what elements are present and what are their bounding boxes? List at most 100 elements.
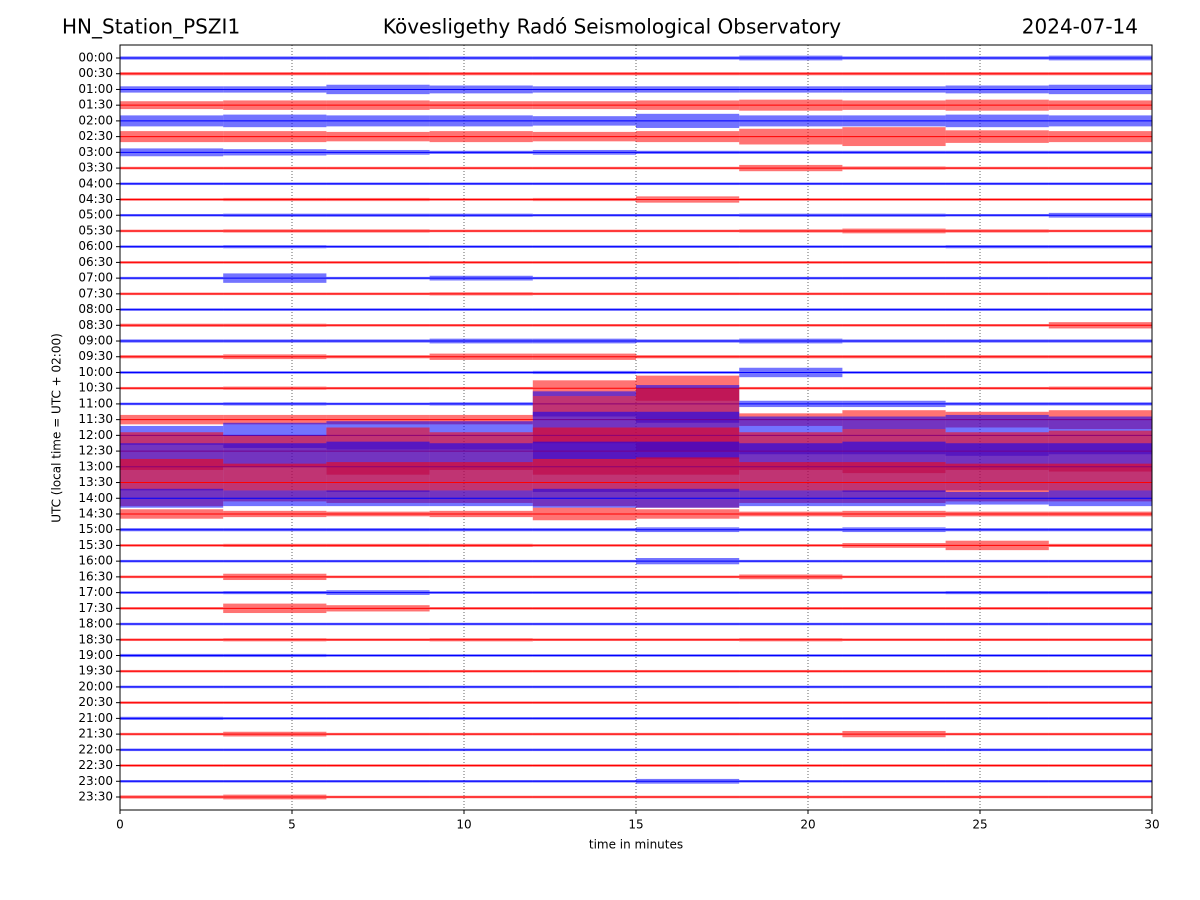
trace-envelope — [739, 795, 843, 799]
trace-envelope — [326, 339, 430, 343]
trace-envelope — [429, 245, 533, 248]
trace-envelope — [1048, 490, 1152, 507]
trace-envelope — [532, 229, 636, 233]
trace-envelope — [945, 491, 1049, 505]
trace-envelope — [120, 591, 224, 594]
trace-envelope — [636, 196, 740, 203]
trace-envelope — [223, 653, 327, 658]
trace-envelope — [326, 84, 430, 95]
trace-envelope — [120, 148, 224, 157]
y-tick-label: 08:30 — [78, 318, 113, 332]
trace-envelope — [429, 402, 533, 406]
trace-envelope — [636, 339, 740, 343]
trace-envelope — [120, 780, 224, 783]
trace-envelope — [842, 701, 946, 704]
trace-envelope — [1048, 780, 1152, 783]
trace-envelope — [636, 591, 740, 594]
trace-envelope — [120, 72, 224, 76]
trace-envelope — [223, 528, 327, 532]
trace-envelope — [326, 72, 430, 76]
trace-envelope — [429, 72, 533, 76]
trace-envelope — [1048, 511, 1152, 517]
trace-envelope — [326, 131, 430, 142]
trace-envelope — [429, 780, 533, 783]
trace-envelope — [429, 308, 533, 311]
trace-envelope — [223, 794, 327, 800]
trace-envelope — [429, 510, 533, 518]
trace-envelope — [223, 166, 327, 170]
trace-envelope — [1048, 559, 1152, 563]
trace-envelope — [429, 150, 533, 154]
trace-envelope — [1048, 131, 1152, 143]
trace-envelope — [223, 764, 327, 767]
y-tick-label: 02:00 — [78, 113, 113, 127]
trace-envelope — [842, 115, 946, 127]
trace-envelope — [739, 213, 843, 217]
trace-envelope — [739, 559, 843, 563]
trace-envelope — [842, 669, 946, 673]
y-tick-label: 18:30 — [78, 632, 113, 646]
trace-envelope — [223, 717, 327, 720]
trace-envelope — [532, 685, 636, 689]
trace-envelope — [945, 245, 1049, 249]
y-tick-label: 15:00 — [78, 522, 113, 536]
y-tick-label: 22:00 — [78, 742, 113, 756]
trace-envelope — [120, 716, 224, 720]
trace-envelope — [429, 591, 533, 594]
trace-envelope — [945, 685, 1049, 689]
trace-envelope — [842, 717, 946, 720]
trace-envelope — [120, 292, 224, 296]
trace-envelope — [120, 488, 224, 508]
trace-envelope — [120, 386, 224, 390]
trace-envelope — [636, 607, 740, 610]
trace-envelope — [739, 324, 843, 327]
y-tick-label: 16:30 — [78, 569, 113, 583]
trace-envelope — [1048, 748, 1152, 752]
trace-envelope — [532, 72, 636, 76]
trace-envelope — [1048, 371, 1152, 374]
y-tick-label: 04:00 — [78, 176, 113, 190]
trace-envelope — [945, 764, 1049, 767]
trace-envelope — [532, 701, 636, 704]
trace-envelope — [842, 198, 946, 201]
trace-envelope — [636, 261, 740, 264]
trace-envelope — [945, 669, 1049, 673]
trace-envelope — [223, 622, 327, 626]
trace-envelope — [1048, 528, 1152, 532]
trace-envelope — [739, 276, 843, 280]
trace-envelope — [223, 72, 327, 76]
trace-envelope — [120, 701, 224, 704]
trace-envelope — [326, 605, 430, 612]
trace-envelope — [636, 213, 740, 217]
trace-envelope — [739, 164, 843, 172]
trace-envelope — [429, 115, 533, 127]
y-tick-label: 17:00 — [78, 585, 113, 599]
trace-envelope — [120, 685, 224, 689]
trace-envelope — [223, 748, 327, 752]
trace-envelope — [636, 717, 740, 720]
trace-envelope — [532, 276, 636, 280]
trace-envelope — [326, 701, 430, 704]
trace-envelope — [120, 182, 224, 186]
trace-envelope — [945, 99, 1049, 111]
trace-envelope — [739, 261, 843, 264]
trace-envelope — [842, 324, 946, 327]
trace-envelope — [636, 544, 740, 547]
trace-envelope — [945, 166, 1049, 170]
trace-envelope — [120, 355, 224, 359]
trace-envelope — [120, 371, 224, 374]
trace-envelope — [1048, 292, 1152, 296]
trace-envelope — [532, 308, 636, 311]
trace-envelope — [945, 130, 1049, 143]
trace-envelope — [532, 764, 636, 767]
trace-envelope — [636, 150, 740, 154]
trace-envelope — [842, 622, 946, 626]
trace-envelope — [120, 166, 224, 170]
trace-envelope — [842, 780, 946, 783]
trace-envelope — [636, 527, 740, 533]
trace-envelope — [120, 276, 224, 280]
trace-envelope — [636, 558, 740, 565]
trace-envelope — [429, 275, 533, 281]
trace-envelope — [326, 245, 430, 248]
trace-envelope — [636, 292, 740, 296]
